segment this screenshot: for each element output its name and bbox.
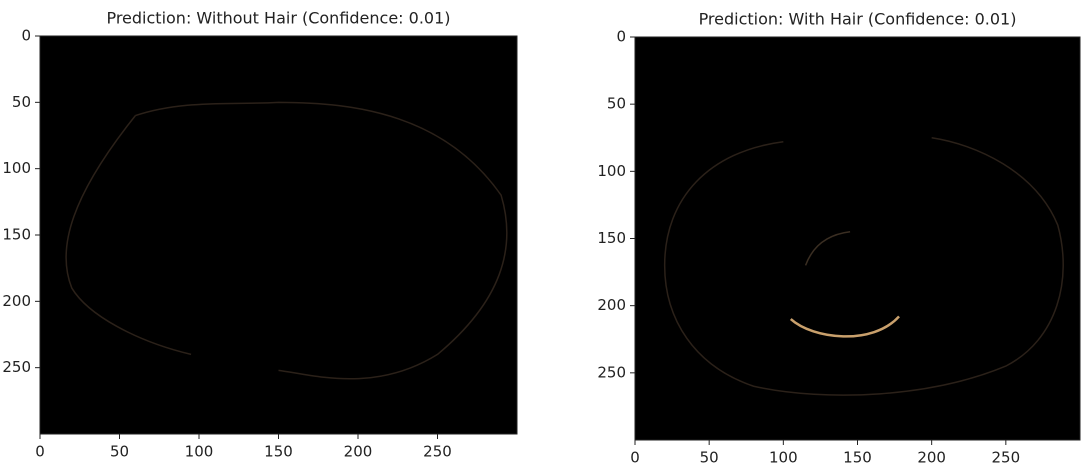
y-tick-label: 50 xyxy=(607,95,626,113)
y-tick-label: 250 xyxy=(597,363,626,381)
y-tick-label: 200 xyxy=(2,292,31,310)
contour xyxy=(665,138,1064,395)
image xyxy=(665,138,1064,395)
x-tick-label: 250 xyxy=(423,443,452,461)
y-tick-label: 100 xyxy=(597,162,626,180)
x-tick-label: 150 xyxy=(843,449,872,464)
image xyxy=(66,102,507,378)
x-tick-label: 100 xyxy=(769,449,798,464)
contour xyxy=(806,232,851,266)
x-tick-label: 200 xyxy=(917,449,946,464)
x-tick-label: 100 xyxy=(185,443,214,461)
x-tick-label: 250 xyxy=(992,449,1021,464)
y-tick-label: 250 xyxy=(2,358,31,376)
chart-title: Prediction: With Hair (Confidence: 0.01) xyxy=(699,10,1017,29)
x-tick-label: 0 xyxy=(35,443,45,461)
hair-arc xyxy=(791,316,899,336)
contour xyxy=(66,102,507,378)
y-tick-label: 0 xyxy=(21,27,31,45)
y-tick-label: 150 xyxy=(2,226,31,244)
y-tick-label: 50 xyxy=(12,93,31,111)
x-tick-label: 50 xyxy=(700,449,719,464)
y-tick-label: 150 xyxy=(597,229,626,247)
y-tick-label: 0 xyxy=(616,28,626,46)
y-tick-label: 200 xyxy=(597,296,626,314)
image-background xyxy=(40,36,517,434)
x-tick-label: 150 xyxy=(264,443,293,461)
x-tick-label: 50 xyxy=(110,443,129,461)
x-tick-label: 200 xyxy=(344,443,373,461)
image-background xyxy=(635,37,1080,440)
x-tick-label: 0 xyxy=(630,449,640,464)
y-tick-label: 100 xyxy=(2,159,31,177)
chart-title: Prediction: Without Hair (Confidence: 0.… xyxy=(106,9,450,28)
